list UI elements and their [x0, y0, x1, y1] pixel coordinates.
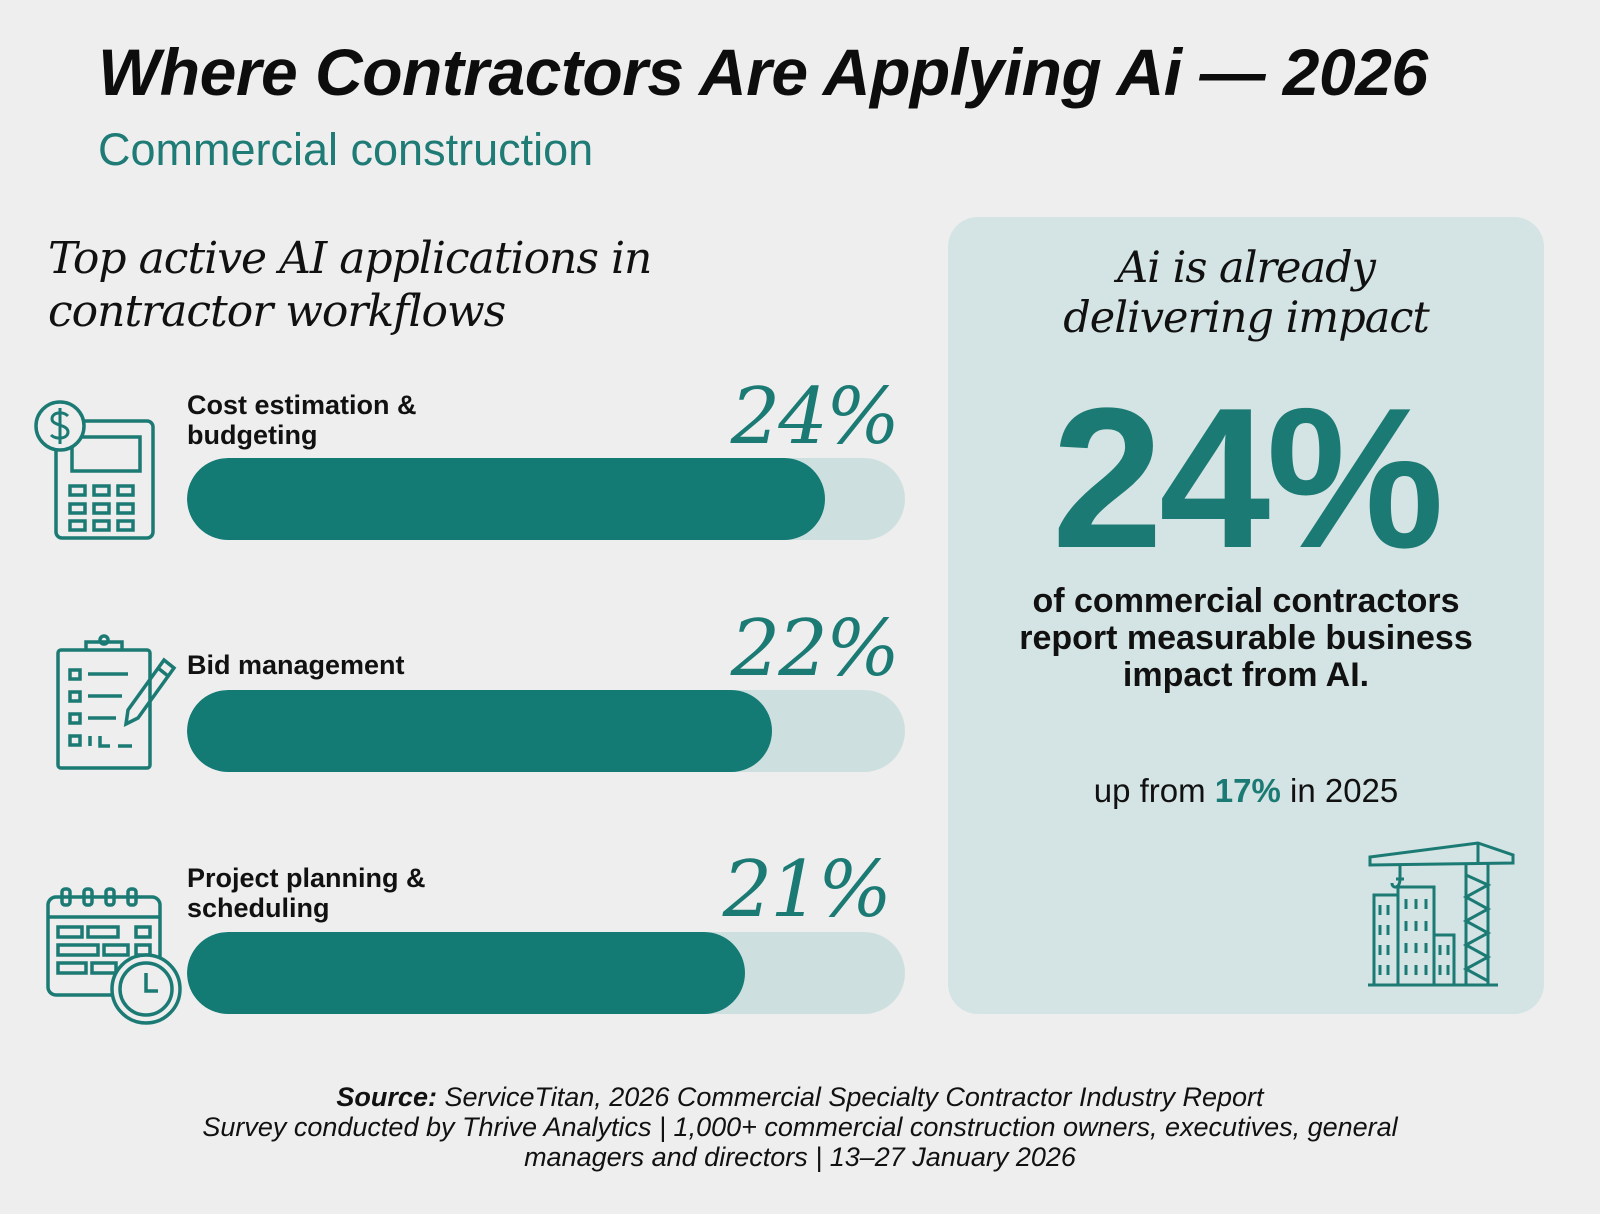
bar-value-label: 24%: [730, 372, 900, 462]
impact-description-line1: of commercial contractors: [1032, 582, 1460, 620]
panel-title-line1: Ai is already: [1117, 243, 1376, 293]
footer-line1: Source: ServiceTitan, 2026 Commercial Sp…: [0, 1082, 1600, 1112]
bar-fill: [187, 458, 825, 540]
bar-value-label: 22%: [730, 604, 900, 694]
impact-description-line3: impact from AI.: [1122, 656, 1370, 694]
impact-description-line2: report measurable business: [1019, 619, 1473, 657]
bar-track: [187, 932, 905, 1014]
bar-label: Cost estimation & budgeting: [187, 390, 417, 450]
bar-track: [187, 458, 905, 540]
page-subtitle: Commercial construction: [98, 124, 594, 175]
impact-description: of commercial contractors report measura…: [978, 583, 1514, 694]
section-title: Top active AI applications in contractor…: [48, 232, 652, 338]
clipboard-pencil-icon: [56, 634, 177, 770]
section-title-line1: Top active AI applications in: [48, 233, 652, 284]
note-suffix: in 2025: [1280, 772, 1399, 809]
bar-track: [187, 690, 905, 772]
bar-label-line1: Bid management: [187, 650, 405, 680]
bar-label-line2: scheduling: [187, 893, 330, 923]
construction-crane-buildings-icon: [1368, 841, 1515, 987]
bar-value-label: 21%: [722, 845, 892, 935]
bar-label-line1: Project planning &: [187, 863, 426, 893]
bar-fill: [187, 932, 745, 1014]
panel-title-line2: delivering impact: [1063, 293, 1429, 343]
panel-title: Ai is already delivering impact: [948, 243, 1544, 343]
bar-label: Project planning & scheduling: [187, 863, 426, 923]
impact-value: 24%: [1051, 367, 1444, 590]
impact-panel: Ai is already delivering impact 24% of c…: [948, 217, 1544, 1014]
footer-line3: managers and directors | 13–27 January 2…: [524, 1142, 1076, 1172]
section-title-line2: contractor workflows: [48, 286, 506, 337]
source-label: Source:: [336, 1082, 437, 1112]
bar-fill: [187, 690, 772, 772]
calendar-clock-icon: [46, 887, 182, 1025]
note-prefix: up from: [1093, 772, 1215, 809]
bar-row-project-planning: Project planning & scheduling 21%: [0, 845, 920, 1026]
bar-label-line2: budgeting: [187, 420, 318, 450]
bar-label-line1: Cost estimation &: [187, 390, 417, 420]
bar-row-cost-estimation: Cost estimation & budgeting 24%: [0, 372, 920, 543]
bar-row-bid-management: Bid management 22%: [0, 604, 920, 775]
source-text: ServiceTitan, 2026 Commercial Specialty …: [436, 1082, 1264, 1112]
page-title: Where Contractors Are Applying Ai — 2026: [98, 35, 1428, 109]
note-value: 17%: [1214, 772, 1281, 809]
comparison-note: up from 17% in 2025: [948, 772, 1544, 810]
source-footer: Source: ServiceTitan, 2026 Commercial Sp…: [0, 1082, 1600, 1172]
bar-label: Bid management: [187, 650, 405, 680]
footer-line2: Survey conducted by Thrive Analytics | 1…: [202, 1112, 1398, 1142]
calculator-dollar-icon: [34, 400, 155, 540]
